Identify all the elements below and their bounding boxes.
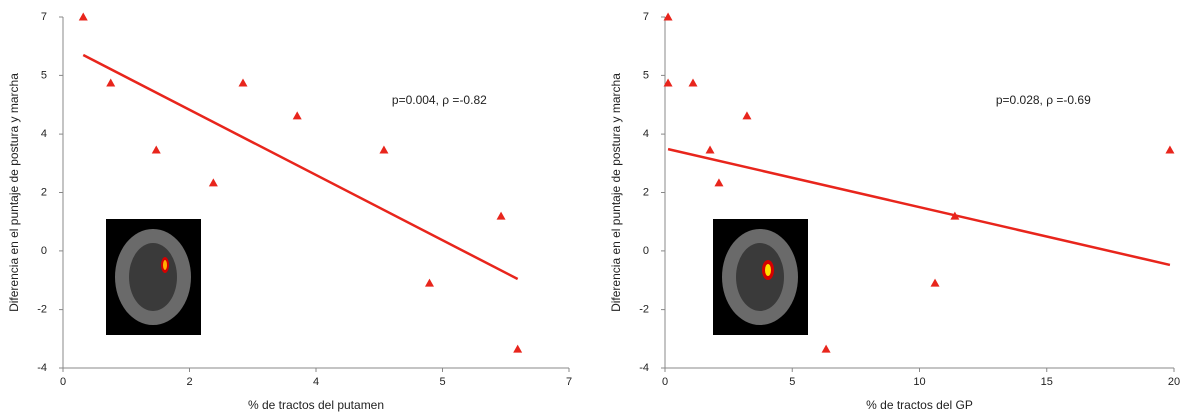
point [151,145,161,154]
y-tick-label: 7 [41,11,47,23]
x-tick-label: 7 [566,376,572,388]
point [292,111,302,120]
point [238,78,248,87]
point [742,111,752,120]
point [496,211,506,220]
y-tick-label: 2 [41,186,47,198]
y-axis-label: Diferencia en el puntaje de postura y ma… [7,73,21,312]
fit-line [82,53,519,281]
y-tick-label: -2 [639,304,649,316]
point [705,145,715,154]
annotation: p=0.028, ρ =-0.69 [996,93,1091,107]
point [513,344,523,353]
x-tick-label: 5 [789,376,795,388]
y-tick-label: 5 [643,69,649,81]
point [714,178,724,187]
y-tick-label: 0 [643,245,649,257]
x-axis-label: % de tractos del putamen [248,398,384,412]
y-tick-label: -4 [37,362,47,374]
x-tick-label: 0 [60,376,66,388]
x-axis-label: % de tractos del GP [866,398,973,412]
x-tick-label: 4 [313,376,319,388]
brain-image [713,219,808,335]
point [379,145,389,154]
brain-image [106,219,201,335]
point [930,278,940,287]
y-tick-label: -4 [639,362,649,374]
y-tick-label: 4 [643,128,649,140]
x-tick-label: 0 [662,376,668,388]
y-tick-label: 7 [643,11,649,23]
y-tick-label: 0 [41,245,47,257]
y-tick-label: 2 [643,186,649,198]
x-tick-label: 10 [913,376,925,388]
point [688,78,698,87]
point [1165,145,1175,154]
point [106,78,116,87]
x-tick-label: 5 [439,376,445,388]
point [424,278,434,287]
y-tick-label: 5 [41,69,47,81]
point [821,344,831,353]
point [208,178,218,187]
fit-line [667,147,1171,267]
point [663,78,673,87]
y-tick-label: -2 [37,304,47,316]
x-tick-label: 15 [1041,376,1053,388]
y-axis-label: Diferencia en el puntaje de postura y ma… [609,73,623,312]
y-tick-label: 4 [41,128,47,140]
x-tick-label: 20 [1168,376,1180,388]
x-tick-label: 2 [186,376,192,388]
annotation: p=0.004, ρ =-0.82 [392,93,487,107]
point [78,12,88,21]
point [950,211,960,220]
point [663,12,673,21]
